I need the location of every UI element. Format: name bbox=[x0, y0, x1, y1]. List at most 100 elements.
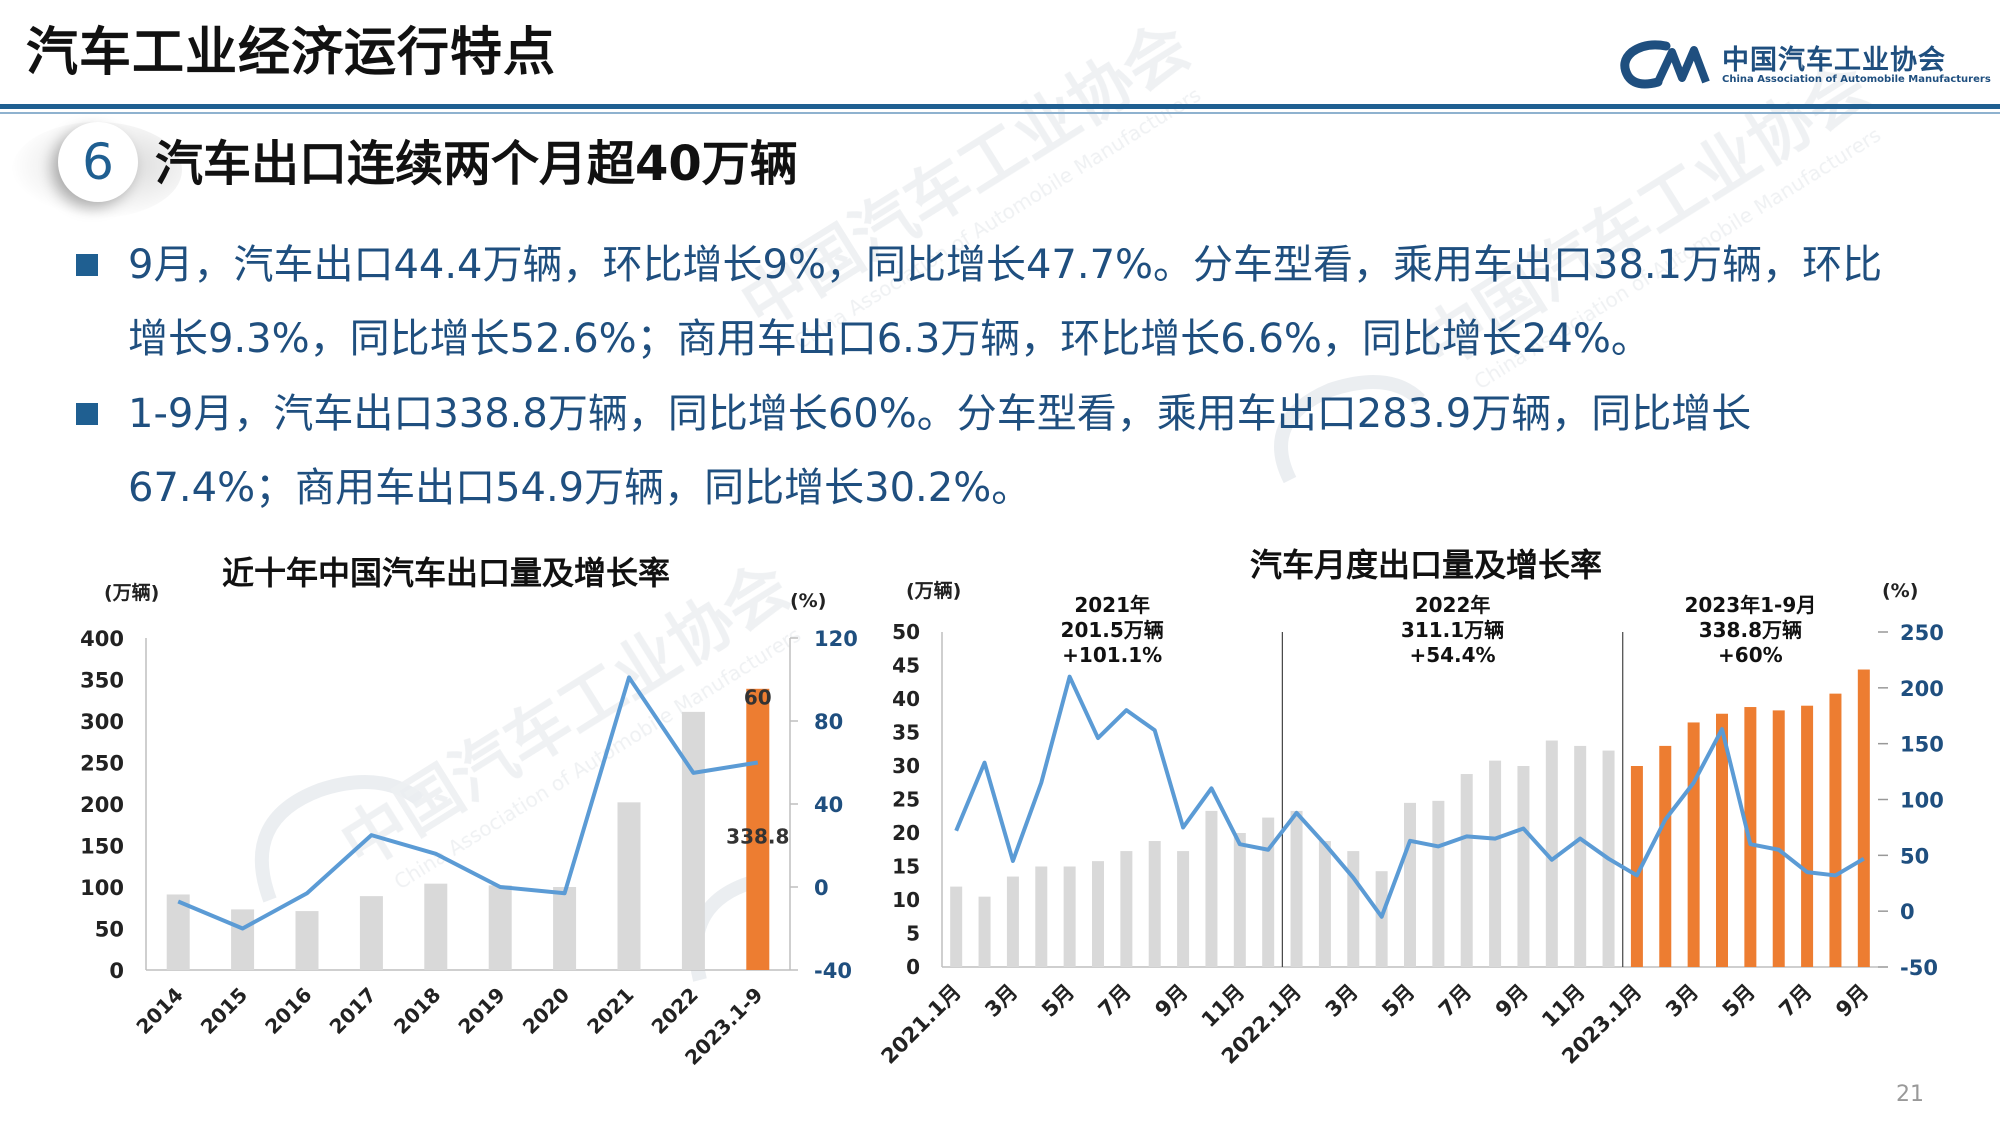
chart1-y-unit: (万辆) bbox=[104, 582, 160, 604]
chart2-y-tick-label: 0 bbox=[906, 955, 920, 979]
chart1-bar bbox=[359, 896, 383, 970]
chart2-bar bbox=[1687, 722, 1700, 967]
chart2-annotation-total: 201.5万辆 bbox=[1061, 618, 1164, 642]
chart2-y2-unit: (%) bbox=[1882, 580, 1919, 602]
chart2-y-tick-label: 45 bbox=[892, 654, 920, 678]
chart2-y2-tick-label: 0 bbox=[1900, 900, 1915, 924]
chart2-bar bbox=[1375, 871, 1388, 967]
chart2-bar bbox=[1063, 866, 1076, 967]
chart1-growth-line bbox=[177, 675, 759, 931]
caam-logo-icon bbox=[1620, 40, 1710, 89]
chart1-y-tick-label: 350 bbox=[80, 669, 124, 693]
chart2-annotation-year: 2023年1-9月 bbox=[1684, 593, 1816, 617]
chart2-bar bbox=[1035, 866, 1048, 967]
page-title: 汽车工业经济运行特点 bbox=[26, 23, 557, 83]
chart2-y-tick-label: 35 bbox=[892, 721, 920, 745]
chart2-growth-line bbox=[954, 674, 1865, 919]
chart2-bar bbox=[1148, 841, 1161, 967]
chart2-bar bbox=[1290, 810, 1303, 967]
bullet-square-icon bbox=[76, 254, 98, 276]
chart2-bar bbox=[950, 886, 963, 967]
chart1-y-tick-label: 100 bbox=[80, 876, 124, 900]
chart1-bar bbox=[166, 894, 190, 970]
chart2-bar bbox=[1857, 669, 1870, 967]
chart2-y2-tick-label: 150 bbox=[1900, 733, 1944, 757]
section-heading: 汽车出口连续两个月超40万辆 bbox=[155, 136, 798, 192]
chart1-y2-tick-label: 80 bbox=[814, 710, 843, 734]
chart2-bar bbox=[1120, 851, 1133, 967]
chart2-annotation-year: 2021年 bbox=[1074, 593, 1150, 617]
chart2-y-tick-label: 10 bbox=[892, 888, 920, 912]
chart1-bar bbox=[488, 885, 512, 970]
chart2-bar bbox=[1177, 851, 1190, 967]
chart2-bar bbox=[1205, 810, 1218, 967]
org-logo: 中国汽车工业协会 China Association of Automobile… bbox=[1618, 38, 1991, 90]
org-name-en: China Association of Automobile Manufact… bbox=[1722, 74, 1991, 85]
chart1-data-label-growth: 60 bbox=[744, 686, 772, 710]
chart2-bar bbox=[1347, 851, 1360, 967]
chart2-y-tick-label: 25 bbox=[892, 788, 920, 812]
chart2-bar bbox=[1630, 766, 1643, 967]
chart2-annotation-growth: +54.4% bbox=[1409, 643, 1495, 667]
chart2-y-tick-label: 40 bbox=[892, 687, 920, 711]
chart2-bar bbox=[978, 896, 991, 967]
chart1-bar bbox=[617, 802, 641, 970]
chart2-y2-tick-label: 50 bbox=[1900, 844, 1929, 868]
chart2-bar bbox=[1006, 876, 1019, 967]
chart2-bar bbox=[1801, 705, 1814, 967]
header-rule bbox=[0, 104, 2000, 109]
chart2-y-tick-label: 15 bbox=[892, 855, 920, 879]
chart1-data-label-total: 338.8 bbox=[726, 825, 789, 849]
chart2-bar bbox=[1262, 817, 1275, 967]
chart2-x-tick-label: 9月 bbox=[1831, 980, 1873, 1022]
chart1-bar bbox=[295, 911, 319, 970]
chart2-x-tick-label: 5月 bbox=[1377, 980, 1419, 1022]
chart2-bar bbox=[1489, 760, 1502, 967]
section-number-badge: 6 bbox=[58, 122, 138, 202]
chart2-x-tick-label: 7月 bbox=[1434, 980, 1476, 1022]
chart2-bar bbox=[1318, 841, 1331, 967]
chart1-bar bbox=[681, 711, 705, 970]
chart2-x-tick-label: 11月 bbox=[1537, 980, 1589, 1032]
chart2-annotation-total: 338.8万辆 bbox=[1699, 618, 1802, 642]
chart1-bar bbox=[424, 883, 448, 970]
chart2-title: 汽车月度出口量及增长率 bbox=[1250, 546, 1603, 584]
chart2-y-tick-label: 20 bbox=[892, 821, 920, 845]
chart2-x-tick-label: 5月 bbox=[1718, 980, 1760, 1022]
chart2-bar bbox=[1716, 713, 1728, 967]
chart1-y-tick-label: 250 bbox=[80, 752, 124, 776]
chart2-x-tick-label: 11月 bbox=[1197, 980, 1249, 1032]
chart2-y2-tick-label: 250 bbox=[1900, 621, 1944, 645]
chart2-x-tick-label: 7月 bbox=[1774, 980, 1816, 1022]
chart1-y2-tick-label: 40 bbox=[814, 793, 843, 817]
chart1-title: 近十年中国汽车出口量及增长率 bbox=[222, 554, 671, 592]
chart2-y-unit: (万辆) bbox=[906, 580, 962, 602]
chart1-bar bbox=[553, 887, 577, 970]
chart1-y-tick-label: 400 bbox=[80, 627, 124, 651]
chart2-y-tick-label: 50 bbox=[892, 620, 920, 644]
chart2-y2-tick-label: 200 bbox=[1900, 677, 1944, 701]
chart2-annotation-growth: +101.1% bbox=[1062, 643, 1162, 667]
bullet-square-icon bbox=[76, 403, 98, 425]
chart2-bar bbox=[1517, 766, 1530, 967]
chart2-x-tick-label: 9月 bbox=[1491, 980, 1533, 1022]
chart2-annotation-year: 2022年 bbox=[1415, 593, 1491, 617]
chart2-bar bbox=[1545, 740, 1558, 967]
chart1-y-tick-label: 50 bbox=[95, 918, 124, 942]
chart2-bar bbox=[1432, 800, 1445, 967]
chart1-y-tick-label: 200 bbox=[80, 793, 124, 817]
chart2-annotation-growth: +60% bbox=[1718, 643, 1783, 667]
chart2-x-tick-label: 5月 bbox=[1037, 980, 1079, 1022]
chart2-bar bbox=[1829, 693, 1842, 967]
chart2-x-tick-label: 9月 bbox=[1150, 980, 1192, 1022]
header-rule-thin bbox=[0, 112, 2000, 114]
chart2-bar bbox=[1659, 745, 1672, 967]
chart2-bar bbox=[1460, 774, 1473, 967]
bullet-paragraph: 1-9月，汽车出口338.8万辆，同比增长60%。分车型看，乘用车出口283.9… bbox=[128, 391, 1752, 511]
chart2-x-tick-label: 7月 bbox=[1094, 980, 1136, 1022]
chart2-x-tick-label: 3月 bbox=[980, 980, 1022, 1022]
chart1-bar bbox=[746, 688, 770, 970]
chart1-y-tick-label: 150 bbox=[80, 835, 124, 859]
chart2-bar bbox=[1772, 710, 1785, 967]
